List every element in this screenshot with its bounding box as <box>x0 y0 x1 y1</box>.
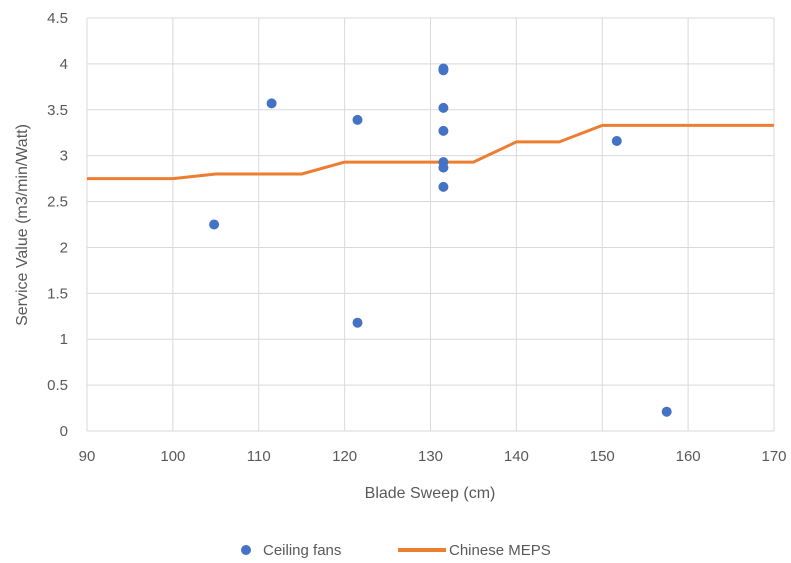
x-axis-title: Blade Sweep (cm) <box>365 485 496 502</box>
gridlines <box>86 17 775 432</box>
legend-item-ceiling-fans: Ceiling fans <box>241 542 341 559</box>
legend-label-ceiling-fans: Ceiling fans <box>263 542 341 559</box>
x-tick-label: 170 <box>761 448 786 465</box>
x-tick-label: 90 <box>79 448 96 465</box>
y-tick-label: 2 <box>60 239 68 256</box>
y-tick-label: 1 <box>60 331 68 348</box>
data-point-ceiling-fan <box>661 406 672 417</box>
y-tick-label: 2.5 <box>47 194 68 211</box>
y-tick-label: 4 <box>60 56 68 73</box>
legend-label-chinese-meps: Chinese MEPS <box>449 542 551 559</box>
legend: Ceiling fans Chinese MEPS <box>241 542 551 559</box>
data-point-ceiling-fan <box>209 219 220 230</box>
y-tick-label: 3.5 <box>47 102 68 119</box>
data-point-ceiling-fan <box>266 98 277 109</box>
x-tick-label: 120 <box>332 448 357 465</box>
data-point-ceiling-fan <box>438 125 449 136</box>
data-point-ceiling-fan <box>438 65 449 76</box>
y-tick-label: 3 <box>60 148 68 165</box>
x-tick-label: 110 <box>247 448 271 465</box>
data-point-ceiling-fan <box>352 114 363 125</box>
legend-marker-ceiling-fans <box>241 545 251 555</box>
data-point-ceiling-fan <box>611 136 622 146</box>
legend-item-chinese-meps: Chinese MEPS <box>398 542 551 559</box>
data-point-ceiling-fan <box>438 181 449 192</box>
data-point-ceiling-fan <box>438 162 449 173</box>
x-tick-label: 130 <box>418 448 443 465</box>
data-point-ceiling-fan <box>352 317 363 328</box>
x-tick-labels: 90 100 110 120 130 140 150 160 170 <box>79 448 787 465</box>
x-tick-label: 150 <box>590 448 615 465</box>
y-axis-title: Service Value (m3/min/Watt) <box>14 124 31 326</box>
data-point-ceiling-fan <box>438 102 449 113</box>
x-tick-label: 160 <box>676 448 701 465</box>
scatter-points <box>209 63 672 417</box>
y-tick-label: 0.5 <box>47 377 68 394</box>
y-tick-label: 4.5 <box>47 10 68 27</box>
series-line-chinese-meps <box>87 123 774 181</box>
series-lines <box>87 123 774 181</box>
x-tick-label: 140 <box>504 448 529 465</box>
x-tick-label: 100 <box>160 448 185 465</box>
y-tick-labels: 0 0.5 1 1.5 2 2.5 3 3.5 4 4.5 <box>47 10 68 440</box>
y-tick-label: 0 <box>60 423 68 440</box>
y-tick-label: 1.5 <box>47 285 68 302</box>
